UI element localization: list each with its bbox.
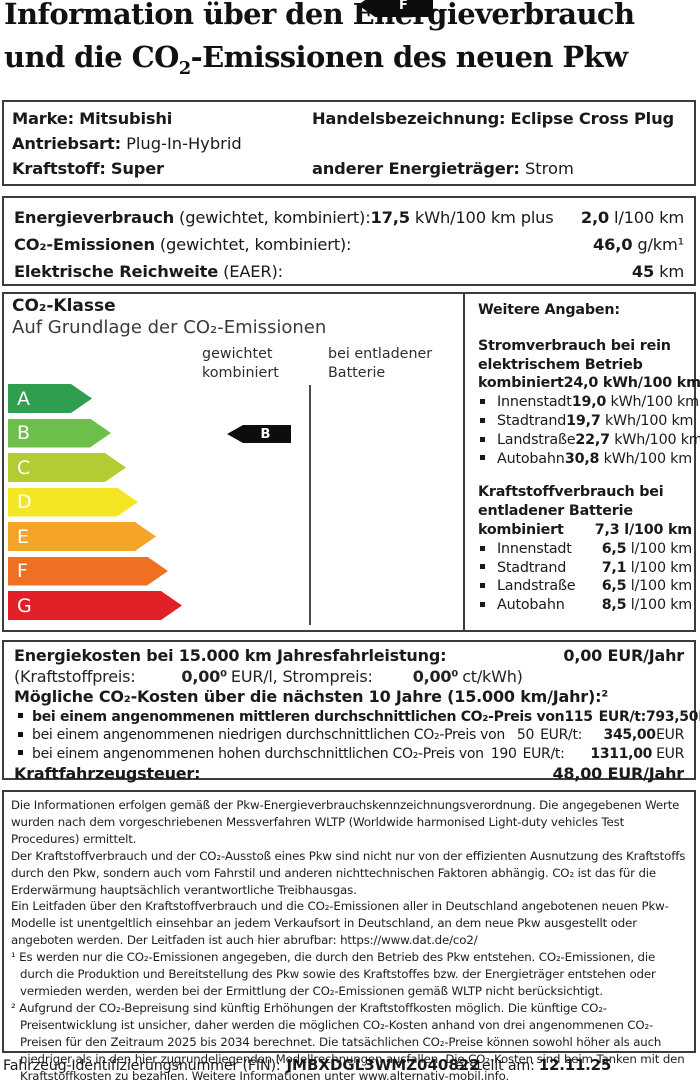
consumption-item: Autobahn 8,5 l/100 km [478, 596, 692, 615]
stromverbrauch-block: Stromverbrauch bei rein elektrischem Betr… [478, 337, 700, 469]
kraftstoffverbrauch-block: Kraftstoffverbrauch bei entladener Batter… [478, 484, 692, 615]
costs-box: Energiekosten bei 15.000 km Jahresfahrle… [2, 640, 700, 783]
consumption-item: Autobahn 30,8 kWh/100 km [478, 450, 692, 469]
consumption-item: Stadtrand 7,1 l/100 km [478, 559, 692, 578]
marke-row: Marke: Mitsubishi [12, 109, 173, 128]
co2-class-heading: CO₂-Klasse [12, 296, 116, 316]
co2-class-letter: D [17, 491, 32, 513]
footer-line: Fahrzeug-Identifizierungsnummer (FIN): JM… [3, 1056, 697, 1074]
co2-class-indicator-depleted-label: F [399, 0, 408, 13]
co2-class-arrow-g: G [8, 591, 182, 620]
strom-kombiniert-row: kombiniert 24,0 kWh/100 km [478, 375, 700, 392]
fin-label: Fahrzeug-Identifizierungsnummer (FIN): [3, 1058, 281, 1074]
kraftstoff-row: Kraftstoff: Super [12, 159, 164, 178]
reichweite-row: Elektrische Reichweite (EAER): 45 km [14, 262, 684, 281]
co2-class-arrow-f: F [8, 557, 168, 586]
co2-kosten-szenarien: bei einem angenommenen mittleren durchsc… [14, 708, 700, 764]
co2-class-subheading: Auf Grundlage der CO₂-Emissionen [12, 317, 327, 338]
co2-kosten-szenario-row: bei einem angenommenen niedrigen durchsc… [14, 726, 684, 745]
co2-class-letter: G [17, 594, 32, 617]
consumption-item: Innenstadt 19,0 kWh/100 km [478, 393, 699, 412]
bullet-icon [18, 713, 23, 719]
vehicle-info-box: Marke: Mitsubishi Handelsbezeichnung: Ec… [2, 100, 696, 186]
energiekosten-row: Energiekosten bei 15.000 km Jahresfahrle… [14, 646, 684, 665]
energietraeger-row: anderer Energieträger: Strom [312, 159, 574, 178]
bullet-icon [480, 399, 485, 405]
fine-print-paragraph: Der Kraftstoffverbrauch und der CO₂-Auss… [11, 848, 686, 897]
strom-items: Innenstadt 19,0 kWh/100 km Stadtrand 19,7 k… [478, 393, 700, 469]
fin-value: JMBXDGL3WMZ040822 [286, 1056, 480, 1074]
kraftstoff-items: Innenstadt 6,5 l/100 km Stadtrand 7,1 l/100… [478, 540, 692, 615]
co2-class-arrow-c: C [8, 453, 126, 482]
co2-class-arrow-d: D [8, 488, 138, 517]
fine-print-footnote: ² Aufgrund der CO₂-Bepreisung sind künft… [11, 1000, 685, 1083]
co2-class-box: CO₂-Klasse Auf Grundlage der CO₂-Emissio… [2, 292, 700, 632]
bullet-icon [480, 564, 485, 570]
column-divider [309, 385, 311, 625]
co2-kosten-heading: Mögliche CO₂-Kosten über die nächsten 10… [14, 687, 609, 706]
co2-class-letter: E [17, 525, 30, 548]
weitere-angaben-panel: Weitere Angaben: Stromverbrauch bei rein… [463, 294, 700, 630]
co2-class-letter: A [17, 387, 30, 410]
bullet-icon [480, 455, 485, 461]
co2-class-letter: F [17, 560, 28, 582]
column-header-weighted: gewichtet kombiniert [202, 346, 279, 381]
co2-emissionen-row: CO₂-Emissionen (gewichtet, kombiniert): … [14, 235, 684, 254]
kraftfahrzeugsteuer-row: Kraftfahrzeugsteuer: 48,00 EUR/Jahr [14, 764, 684, 784]
co2-kosten-szenario-row: bei einem angenommenen hohen durchschnit… [14, 745, 684, 764]
column-header-depleted: bei entladener Batterie [328, 346, 433, 381]
fine-print-footnote: ¹ Es werden nur die CO₂-Emissionen angeg… [11, 950, 656, 998]
co2-class-arrow-e: E [8, 522, 156, 551]
kraftstoff-kombiniert-row: kombiniert 7,3 l/100 km [478, 521, 692, 538]
page-title: Information über den Energieverbrauch und… [4, 0, 635, 79]
fine-print-paragraph: Die Informationen erfolgen gemäß der Pkw… [11, 798, 680, 846]
erstellt-am: erstellt am: 12.11.25 [455, 1056, 612, 1074]
consumption-item: Stadtrand 19,7 kWh/100 km [478, 412, 693, 431]
co2-class-indicator-depleted-icon: F [358, 0, 433, 17]
co2-class-arrow-a: A [8, 384, 92, 413]
bullet-icon [18, 750, 23, 756]
antriebsart-row: Antriebsart: Plug-In-Hybrid [12, 134, 242, 153]
consumption-item: Landstraße 6,5 l/100 km [478, 577, 692, 596]
co2-kosten-szenario-row: bei einem angenommenen mittleren durchsc… [14, 708, 700, 727]
fine-print-paragraph: Ein Leitfaden über den Kraftstoffverbrau… [11, 899, 669, 948]
fine-print-box: Die Informationen erfolgen gemäß der Pkw… [2, 790, 696, 1083]
bullet-icon [480, 583, 485, 589]
co2-class-arrow-b: B [8, 419, 111, 448]
co2-class-indicator-weighted-icon: B [227, 425, 291, 443]
bullet-icon [480, 545, 485, 551]
co2-class-letter: B [17, 422, 31, 444]
consumption-item: Landstraße 22,7 kWh/100 km [478, 431, 700, 450]
preise-row: (Kraftstoffpreis: 0,00⁰ EUR/l, Strompreis:… [14, 666, 523, 686]
bullet-icon [480, 436, 485, 442]
co2-class-letter: C [17, 456, 31, 479]
co2-class-chart: CO₂-Klasse Auf Grundlage der CO₂-Emissio… [4, 294, 463, 630]
weitere-angaben-heading: Weitere Angaben: [478, 302, 620, 318]
energy-summary-box: Energieverbrauch (gewichtet, kombiniert)… [2, 196, 696, 286]
co2-class-indicator-weighted-label: B [260, 426, 271, 442]
handelsbezeichnung-row: Handelsbezeichnung: Eclipse Cross Plug [312, 109, 674, 128]
energieverbrauch-row: Energieverbrauch (gewichtet, kombiniert)… [14, 208, 684, 227]
bullet-icon [480, 602, 485, 608]
consumption-item: Innenstadt 6,5 l/100 km [478, 540, 692, 559]
bullet-icon [480, 417, 485, 423]
bullet-icon [18, 731, 23, 737]
